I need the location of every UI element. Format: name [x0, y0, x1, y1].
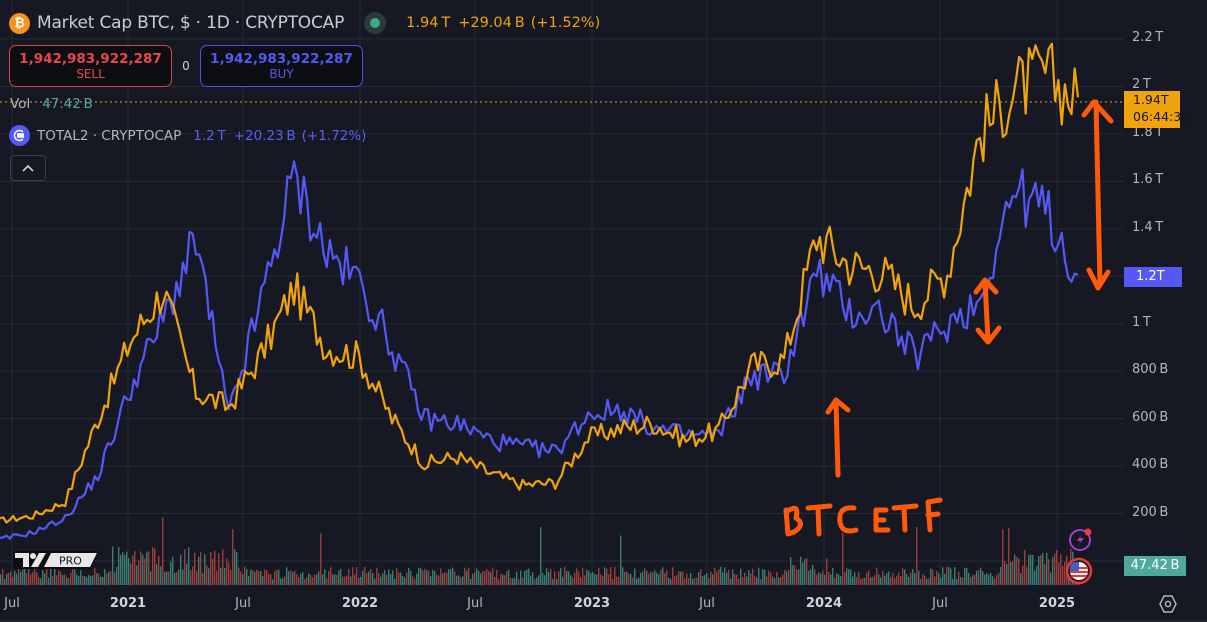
us-economic-event-icon[interactable] [1065, 557, 1095, 585]
time-axis-label: 2024 [805, 596, 843, 611]
sell-label: SELL [76, 66, 105, 81]
buy-button[interactable]: 1,942,983,922,287 BUY [200, 45, 363, 87]
earnings-event-icon[interactable] [1068, 527, 1094, 553]
spread-value: 0 [182, 59, 190, 73]
market-status[interactable] [364, 12, 387, 34]
price-axis-label: 1 T [1132, 314, 1151, 330]
total2-line [0, 160, 1079, 540]
annotation-arrows [825, 99, 1114, 478]
last-price-tag-value: 1.94T [1133, 92, 1169, 107]
compare-symbol-name: TOTAL2 · CRYPTOCAP [37, 127, 182, 144]
price-axis-label: 2 T [1132, 77, 1151, 93]
last-value: 1.94 T [406, 15, 451, 31]
btc-line [0, 42, 1080, 524]
trade-panel: 1,942,983,922,287 SELL 0 1,942,983,922,2… [9, 45, 363, 87]
buy-label: BUY [269, 66, 294, 81]
sell-price: 1,942,983,922,287 [19, 50, 162, 67]
main-series-legend[interactable]: ₿ Market Cap BTC, $ · 1D · CRYPTOCAP 1.9… [9, 9, 600, 37]
symbol-title[interactable]: Market Cap BTC, $ · 1D · CRYPTOCAP [37, 13, 345, 33]
collapse-legend-button[interactable] [10, 155, 46, 181]
price-axis-label: 1.4 T [1132, 219, 1164, 235]
last-price-tag: 1.94T 06:44:36 [1124, 91, 1190, 128]
volume-tag: 47.42 B [1124, 556, 1186, 576]
price-axis-label: 200 B [1132, 504, 1169, 520]
volume-label: Vol [10, 96, 31, 112]
time-axis-label: Jul [467, 596, 483, 611]
time-axis-label: Jul [4, 596, 20, 611]
compare-change: +20.23 B [233, 127, 296, 144]
time-axis-label: Jul [932, 596, 948, 611]
time-axis-label: 2025 [1038, 596, 1076, 611]
chevron-up-icon [22, 164, 34, 172]
grid-lines [0, 0, 1124, 585]
compare-series-legend[interactable]: TOTAL2 · CRYPTOCAP 1.2 T +20.23 B (+1.72… [9, 125, 366, 146]
time-axis-label: 2023 [573, 596, 611, 611]
price-axis-label: 1.8 T [1132, 124, 1164, 140]
btc-etf-annotation [780, 490, 950, 544]
price-axis-label: 800 B [1132, 362, 1169, 378]
volume-bars [0, 517, 1080, 585]
volume-legend[interactable]: Vol 47.42 B [10, 96, 93, 112]
change-percent: (+1.52%) [530, 15, 601, 31]
buy-price: 1,942,983,922,287 [210, 50, 353, 67]
time-axis-label: 2021 [109, 596, 147, 611]
total2-icon [9, 125, 30, 146]
market-open-dot-icon [370, 18, 381, 28]
compare-value: 1.2 T [193, 127, 226, 144]
price-axis-label: 2.2 T [1132, 30, 1164, 45]
tradingview-pro-logo[interactable]: PRO [13, 549, 101, 571]
price-axis-label: 400 B [1132, 457, 1169, 473]
bitcoin-icon: ₿ [9, 12, 30, 34]
compare-change-percent: (+1.72%) [301, 127, 367, 144]
change-value: +29.04 B [458, 15, 525, 31]
time-axis-label: 2022 [341, 596, 379, 611]
handwritten-btc-etf [783, 497, 943, 537]
price-axis-label: 600 B [1132, 409, 1169, 425]
bar-countdown: 06:44:36 [1133, 109, 1190, 124]
chart-settings-gear-icon[interactable] [1158, 594, 1178, 614]
total2-price-tag: 1.2T [1124, 267, 1182, 287]
price-axis-label: 1.6 T [1132, 172, 1164, 188]
svg-text:PRO: PRO [59, 555, 82, 568]
volume-value: 47.42 B [42, 96, 93, 112]
time-axis-label: Jul [235, 596, 251, 611]
time-axis-label: Jul [699, 596, 715, 611]
sell-button[interactable]: 1,942,983,922,287 SELL [9, 45, 172, 87]
